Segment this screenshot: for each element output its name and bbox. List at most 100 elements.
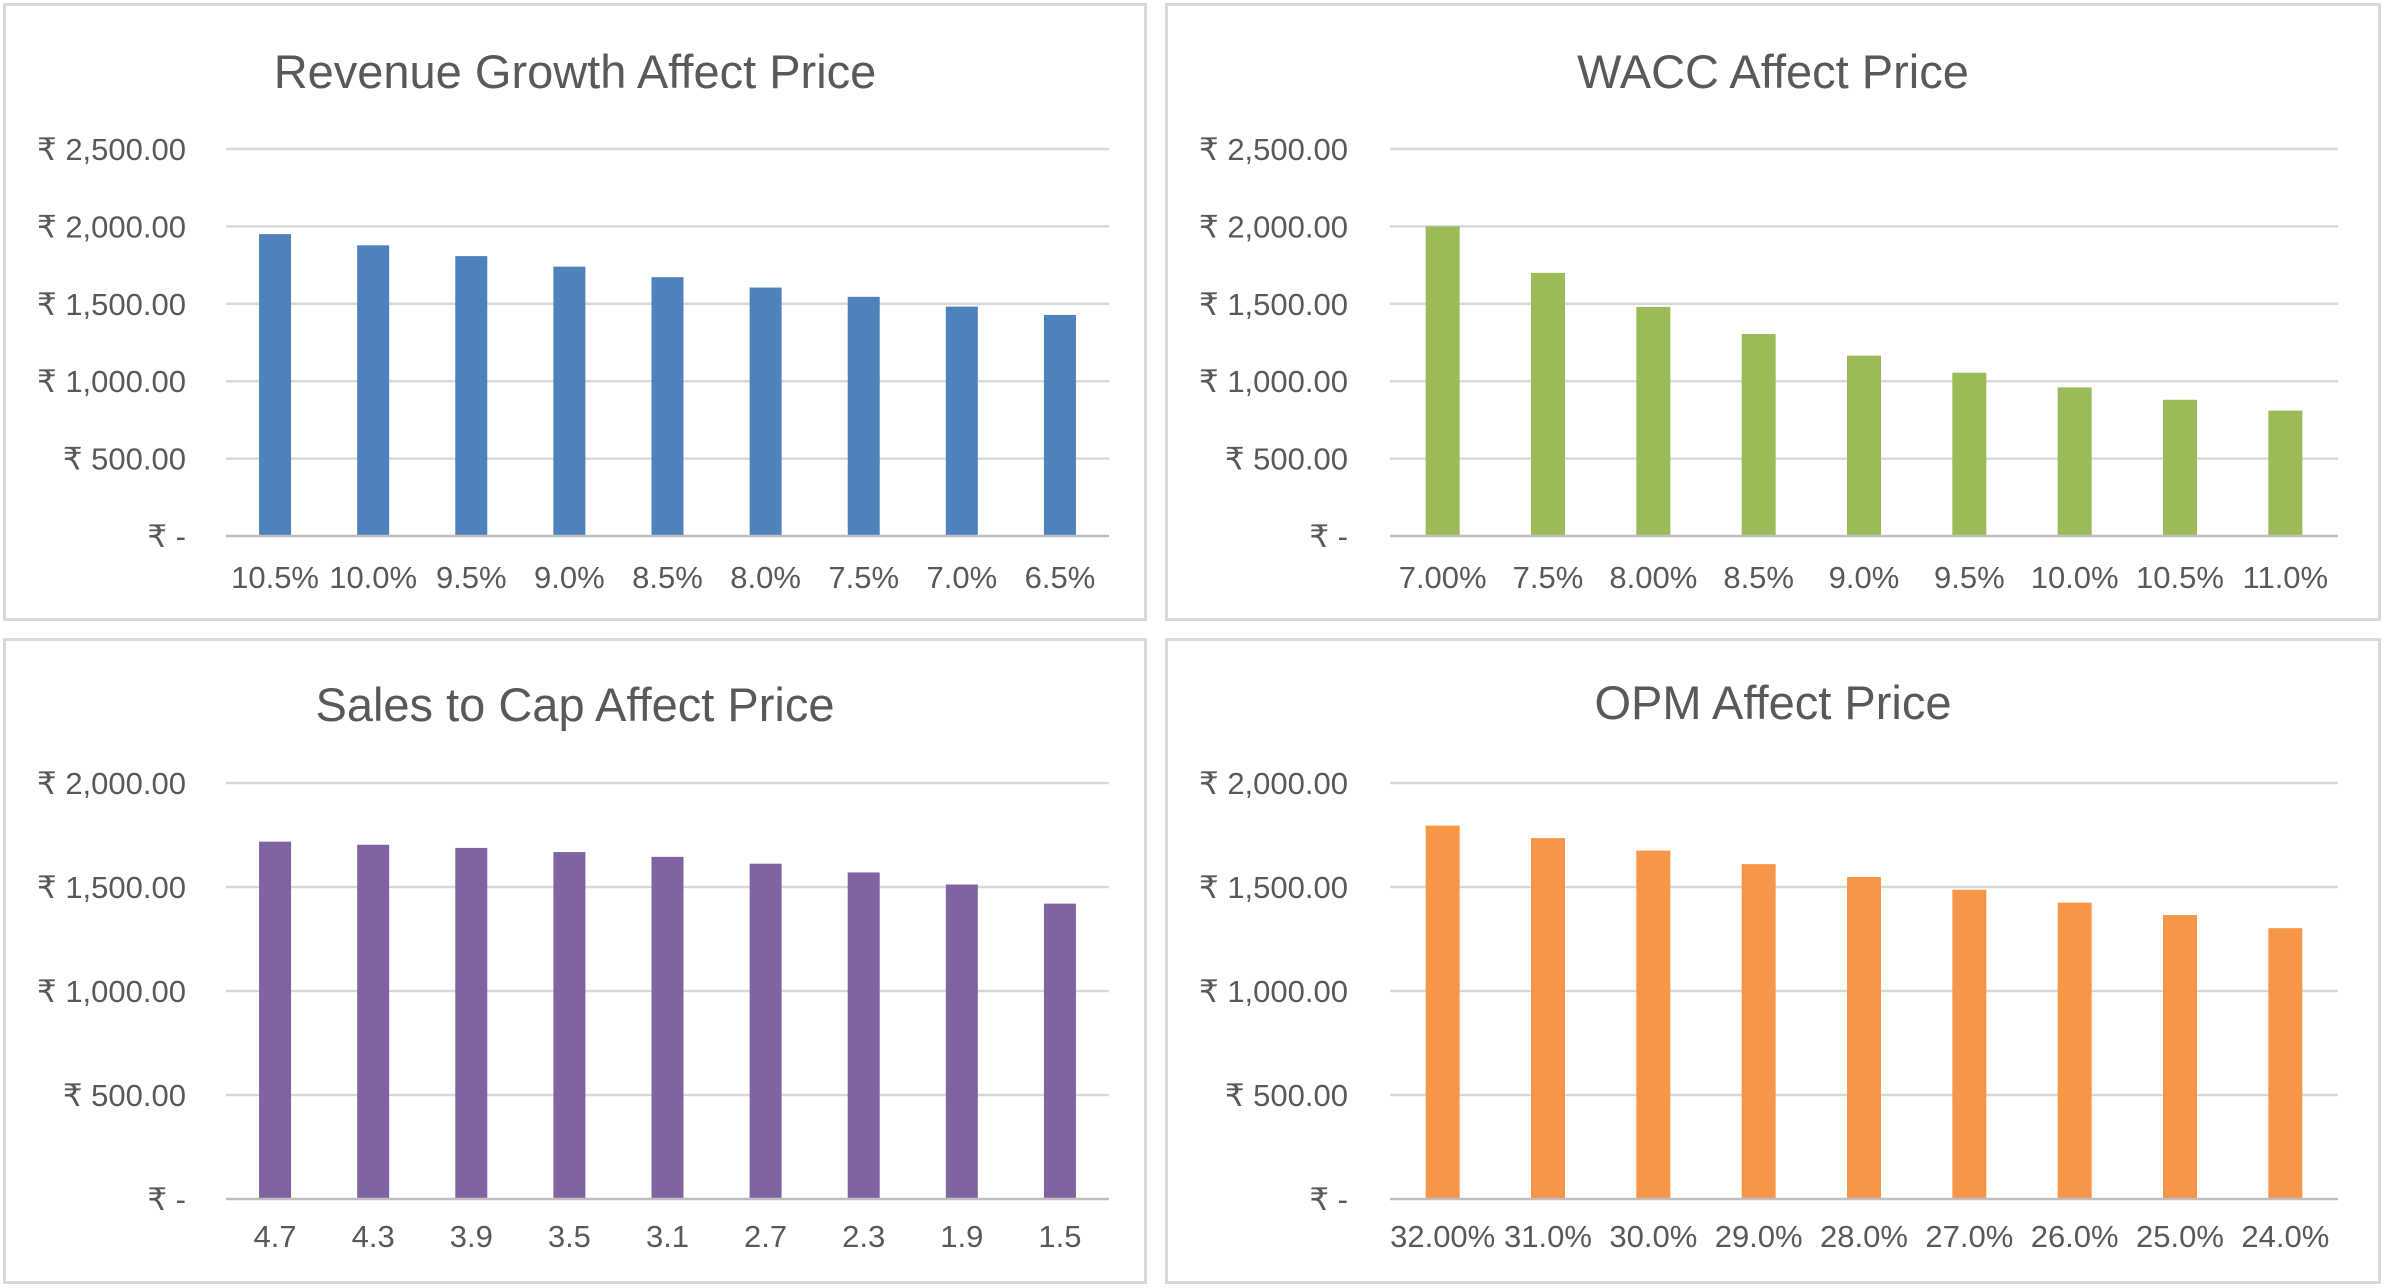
x-tick-label: 8.5% (1723, 560, 1794, 595)
bar (1847, 355, 1881, 536)
bar (1425, 226, 1460, 536)
x-tick-label: 4.3 (352, 1219, 395, 1254)
bar (455, 847, 488, 1199)
bar (651, 277, 684, 536)
x-tick-label: 25.0% (2136, 1219, 2224, 1254)
x-tick-label: 29.0% (1715, 1219, 1803, 1254)
bar (1741, 333, 1776, 536)
bar (847, 872, 880, 1199)
x-tick-label: 7.0% (926, 560, 997, 595)
x-tick-label: 9.5% (436, 560, 507, 595)
bar (455, 256, 488, 536)
y-tick-label: ₹ 2,000.00 (1199, 766, 1348, 801)
x-tick-label: 1.5 (1038, 1219, 1081, 1254)
bar (945, 306, 978, 536)
bar (1636, 306, 1671, 536)
bar (1952, 372, 1987, 536)
x-tick-label: 28.0% (1820, 1219, 1908, 1254)
x-tick-label: 27.0% (1925, 1219, 2013, 1254)
chart-revenue-growth: Revenue Growth Affect Price ₹ - ₹ 500.00 ₹ … (3, 3, 1147, 621)
y-tick-label: ₹ 2,500.00 (1199, 132, 1348, 167)
y-tick-label: ₹ 500.00 (63, 1078, 186, 1113)
y-tick-label: ₹ 2,000.00 (1199, 209, 1348, 244)
bar (2057, 387, 2092, 536)
bar (2268, 928, 2303, 1199)
x-tick-label: 10.5% (231, 560, 319, 595)
chart-title: WACC Affect Price (1577, 45, 1969, 98)
chart-opm: OPM Affect Price ₹ - ₹ 500.00 ₹ 1,000.00 ₹ 1… (1165, 638, 2381, 1284)
bar (357, 245, 390, 537)
bar (1741, 864, 1776, 1199)
bar (651, 856, 684, 1199)
y-tick-label: ₹ 1,000.00 (37, 974, 186, 1009)
x-tick-label: 30.0% (1609, 1219, 1697, 1254)
y-tick-label: ₹ 2,000.00 (37, 209, 186, 244)
bar (1952, 889, 1987, 1199)
bar (749, 863, 782, 1199)
y-tick-label: ₹ - (1309, 1182, 1348, 1217)
chart-wacc: WACC Affect Price ₹ - ₹ 500.00 ₹ 1,000.00 ₹ … (1165, 3, 2381, 621)
x-tick-label: 3.5 (548, 1219, 591, 1254)
bar (749, 287, 782, 536)
x-tick-label: 8.00% (1609, 560, 1697, 595)
chart-sales-to-cap: Sales to Cap Affect Price ₹ - ₹ 500.00 ₹ 1,… (3, 638, 1147, 1284)
bar (1531, 838, 1565, 1199)
y-tick-label: ₹ 2,000.00 (37, 766, 186, 801)
y-tick-label: ₹ 1,000.00 (37, 364, 186, 399)
x-tick-label: 4.7 (254, 1219, 297, 1254)
chart-svg: Sales to Cap Affect Price ₹ - ₹ 500.00 ₹ 1,… (37, 678, 1109, 1254)
y-tick-label: ₹ 1,500.00 (1199, 287, 1348, 322)
x-tick-label: 10.0% (2031, 560, 2119, 595)
x-tick-label: 32.00% (1390, 1219, 1495, 1254)
bar (847, 296, 880, 536)
bar (259, 234, 292, 536)
chart-title: Revenue Growth Affect Price (274, 45, 877, 98)
x-tick-label: 31.0% (1504, 1219, 1592, 1254)
y-tick-label: ₹ 2,500.00 (37, 132, 186, 167)
y-tick-label: ₹ 500.00 (63, 442, 186, 477)
x-tick-label: 8.5% (632, 560, 703, 595)
x-tick-label: 3.1 (646, 1219, 689, 1254)
y-tick-label: ₹ - (147, 519, 186, 554)
x-tick-label: 9.0% (1829, 560, 1900, 595)
y-tick-label: ₹ - (1309, 519, 1348, 554)
x-tick-label: 7.5% (1513, 560, 1584, 595)
bar (2057, 902, 2092, 1199)
y-tick-label: ₹ 1,500.00 (37, 287, 186, 322)
y-tick-label: ₹ 500.00 (1225, 1078, 1348, 1113)
bar (2163, 399, 2197, 536)
bar (1847, 877, 1881, 1199)
x-tick-label: 7.5% (828, 560, 899, 595)
chart-svg: Revenue Growth Affect Price ₹ - ₹ 500.00 ₹ … (37, 45, 1109, 595)
bar (1531, 272, 1565, 536)
y-tick-label: ₹ 1,000.00 (1199, 364, 1348, 399)
x-tick-label: 9.0% (534, 560, 605, 595)
bar (553, 852, 586, 1199)
y-tick-label: ₹ 500.00 (1225, 442, 1348, 477)
x-tick-label: 2.3 (842, 1219, 885, 1254)
y-tick-label: ₹ - (147, 1182, 186, 1217)
x-tick-label: 9.5% (1934, 560, 2005, 595)
x-tick-label: 10.5% (2136, 560, 2224, 595)
bar (2163, 915, 2197, 1199)
chart-svg: WACC Affect Price ₹ - ₹ 500.00 ₹ 1,000.00 ₹ … (1199, 45, 2338, 595)
y-tick-label: ₹ 1,500.00 (37, 870, 186, 905)
x-tick-label: 1.9 (940, 1219, 983, 1254)
bar (1043, 903, 1076, 1199)
x-tick-label: 2.7 (744, 1219, 787, 1254)
bar (1043, 314, 1076, 536)
x-tick-label: 10.0% (329, 560, 417, 595)
bar (1425, 825, 1460, 1199)
bar (357, 844, 390, 1199)
bar (945, 884, 978, 1199)
chart-svg: OPM Affect Price ₹ - ₹ 500.00 ₹ 1,000.00 ₹ 1… (1199, 676, 2338, 1254)
chart-title: Sales to Cap Affect Price (315, 678, 834, 731)
x-tick-label: 11.0% (2243, 560, 2329, 595)
x-tick-label: 24.0% (2241, 1219, 2329, 1254)
y-tick-label: ₹ 1,500.00 (1199, 870, 1348, 905)
bar (1636, 850, 1671, 1199)
bar (553, 266, 586, 536)
x-tick-label: 3.9 (450, 1219, 493, 1254)
bar (2268, 410, 2303, 536)
y-tick-label: ₹ 1,000.00 (1199, 974, 1348, 1009)
